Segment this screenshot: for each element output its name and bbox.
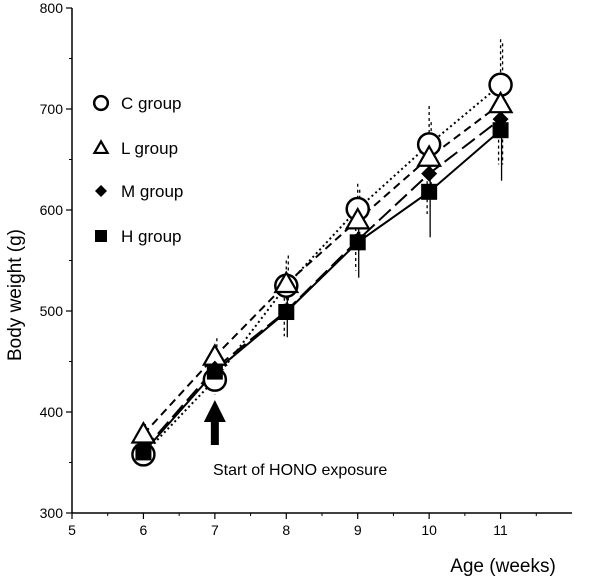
square-marker xyxy=(492,122,509,139)
x-tick-label: 6 xyxy=(140,522,148,538)
square-marker xyxy=(135,444,152,461)
exposure-arrow xyxy=(203,400,226,445)
circle-marker xyxy=(92,94,110,112)
y-tick-label: 400 xyxy=(40,404,64,420)
diamond-marker xyxy=(421,165,438,182)
series-line-l-group xyxy=(142,103,502,435)
y-axis-title: Body weight (g) xyxy=(5,229,26,361)
axes: 5 6 7 8 9 10 11 300 400 500 600 700 800 Age (weeks) Bo… xyxy=(5,0,572,577)
annotation: Start of HONO exposure xyxy=(203,400,387,479)
legend-label: C group xyxy=(121,94,181,113)
y-tick-label: 300 xyxy=(40,505,64,521)
legend-item: H group xyxy=(95,227,181,246)
x-tick-label: 8 xyxy=(282,522,290,538)
x-tick-label: 10 xyxy=(421,522,437,538)
legend-item: M group xyxy=(95,182,183,201)
y-tick-label: 600 xyxy=(40,202,64,218)
x-tick-label: 11 xyxy=(493,522,508,538)
square-marker xyxy=(421,183,438,200)
y-tick-label: 800 xyxy=(40,0,64,16)
data-markers xyxy=(130,72,514,467)
x-tick-label: 9 xyxy=(354,522,362,538)
series-line-c-group xyxy=(142,83,502,456)
legend-item: C group xyxy=(92,94,181,113)
y-tick-label: 500 xyxy=(40,303,64,319)
series-line-h-group xyxy=(142,129,502,454)
x-tick-label: 5 xyxy=(68,522,76,538)
legend-label: L group xyxy=(121,139,178,158)
series-line-m-group xyxy=(142,118,502,452)
legend-label: H group xyxy=(121,227,181,246)
legend-label: M group xyxy=(121,182,183,201)
legend-item: L group xyxy=(92,139,178,158)
triangle-marker xyxy=(344,206,371,230)
triangle-marker xyxy=(130,421,157,444)
square-marker xyxy=(278,304,295,321)
y-tick-label: 700 xyxy=(40,101,64,117)
x-tick-label: 7 xyxy=(211,522,219,538)
legend: C group L group M group H group xyxy=(92,94,183,246)
square-marker xyxy=(349,234,366,251)
diamond-marker xyxy=(95,185,107,197)
triangle-marker xyxy=(92,139,110,155)
x-axis-title: Age (weeks) xyxy=(450,556,556,577)
series-lines xyxy=(142,83,502,456)
annotation-text: Start of HONO exposure xyxy=(213,462,387,479)
square-marker xyxy=(95,230,107,242)
square-marker xyxy=(206,363,223,380)
triangle-marker xyxy=(487,90,514,114)
triangle-marker xyxy=(273,270,300,294)
